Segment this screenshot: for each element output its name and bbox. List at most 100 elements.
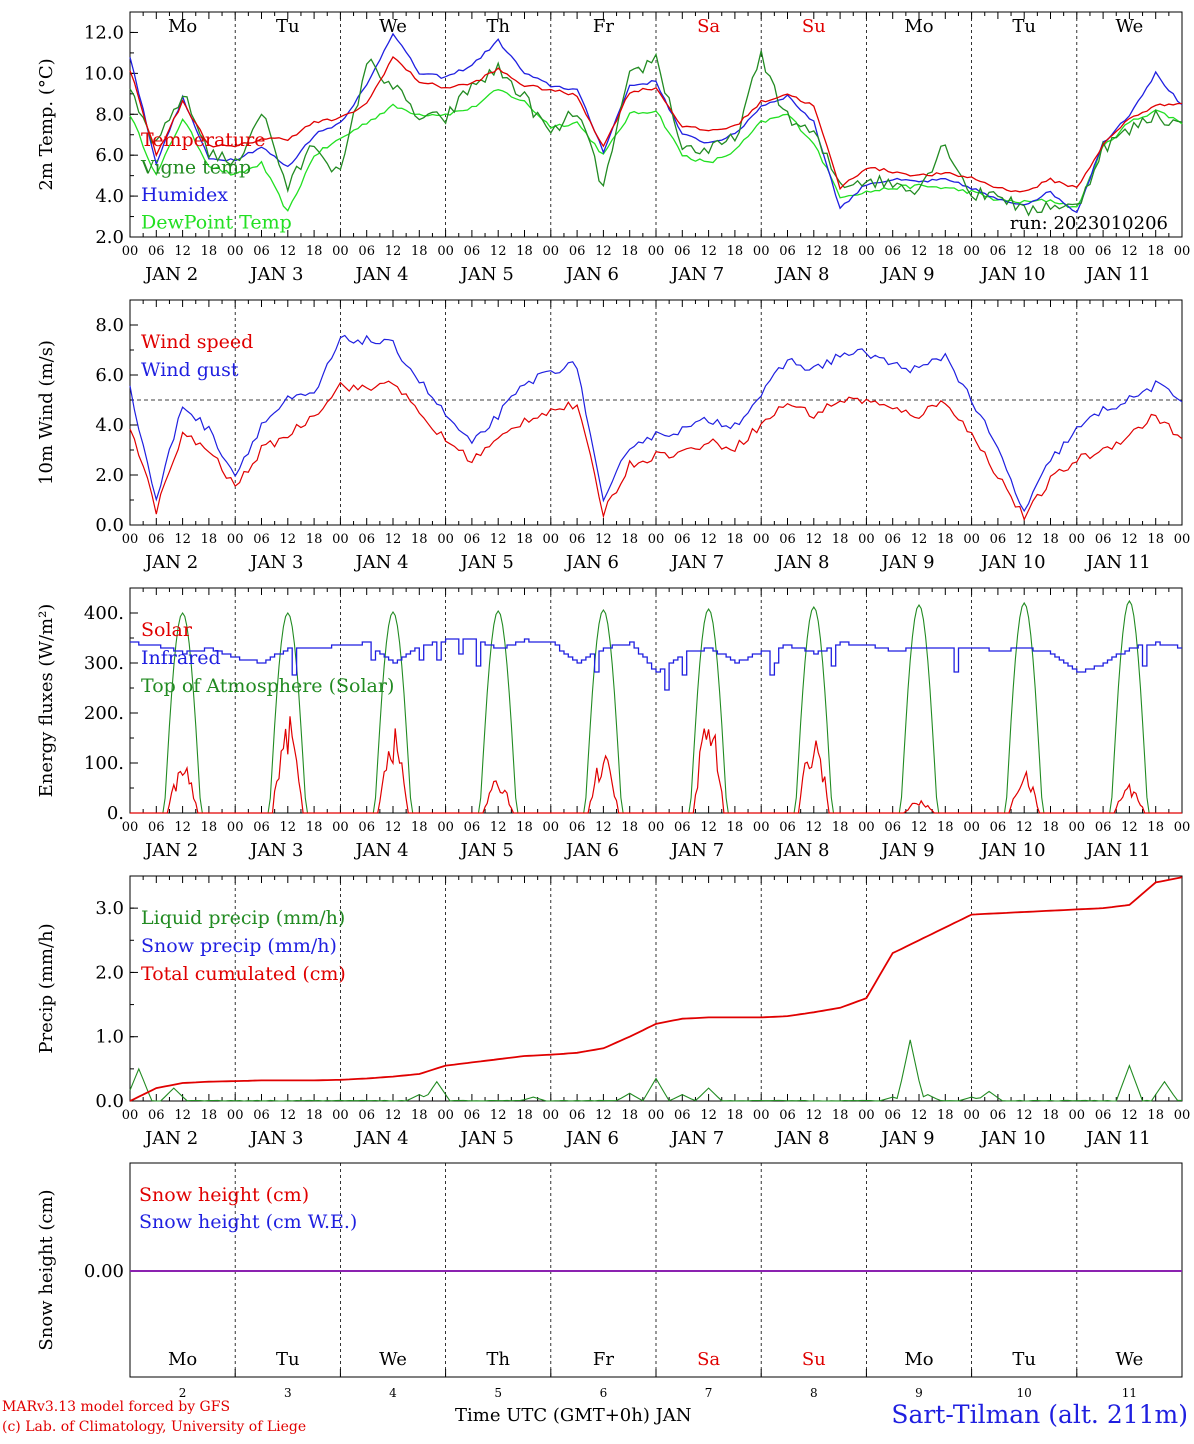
x-date-label: JAN 10 xyxy=(979,1128,1046,1149)
x-hour-label: 12 xyxy=(1016,244,1033,259)
x-hour-label: 18 xyxy=(201,244,218,259)
x-hour-label: 18 xyxy=(1042,532,1059,547)
y-tick-label: 12.0 xyxy=(84,22,124,43)
panel-1: 00 06 12 18 00 06 12 18 00 06 12 18 00 06 12 18 00 06 12 18… xyxy=(36,11,1191,285)
x-hour-label: 18 xyxy=(411,244,428,259)
x-hour-label: 18 xyxy=(516,244,533,259)
x-hour-label: 00 xyxy=(437,532,454,547)
x-date-label: JAN 11 xyxy=(1084,552,1151,573)
x-hour-label: 18 xyxy=(306,244,323,259)
x-date-label: JAN 10 xyxy=(979,840,1046,861)
x-hour-label: 12 xyxy=(385,532,402,547)
x-hour-label: 18 xyxy=(1147,244,1164,259)
x-hour-label: 06 xyxy=(884,532,901,547)
x-date-label: JAN 11 xyxy=(1084,840,1151,861)
weekday-label: Su xyxy=(802,1349,826,1370)
x-hour-label: 06 xyxy=(569,820,586,835)
x-hour-label: 00 xyxy=(963,1108,980,1123)
x-date-label: JAN 4 xyxy=(353,264,408,285)
weekday-label: Fr xyxy=(593,1349,614,1370)
x-date-label: JAN 8 xyxy=(774,840,829,861)
x-hour-label: 06 xyxy=(569,1108,586,1123)
y-tick-label: 8.0 xyxy=(95,104,124,125)
x-hour-label: 00 xyxy=(1174,1108,1191,1123)
series-line xyxy=(129,50,1183,217)
x-hour-label: 18 xyxy=(516,820,533,835)
x-hour-label: 06 xyxy=(779,244,796,259)
y-axis-label: Precip (mm/h) xyxy=(36,923,57,1053)
x-day-number: 3 xyxy=(284,1386,292,1400)
legend-entry: Liquid precip (mm/h) xyxy=(141,907,345,929)
x-hour-label: 18 xyxy=(727,244,744,259)
x-hour-label: 12 xyxy=(174,820,191,835)
x-hour-label: 00 xyxy=(122,244,139,259)
x-hour-label: 18 xyxy=(621,244,638,259)
legend-entry: Temperature xyxy=(141,129,265,151)
x-hour-label: 18 xyxy=(832,532,849,547)
x-hour-label: 00 xyxy=(437,820,454,835)
x-date-label: JAN 7 xyxy=(669,840,724,861)
x-hour-label: 00 xyxy=(753,1108,770,1123)
x-hour-label: 06 xyxy=(1095,532,1112,547)
x-hour-label: 00 xyxy=(227,1108,244,1123)
x-date-label: JAN 10 xyxy=(979,264,1046,285)
y-tick-label: 4.0 xyxy=(95,415,124,436)
x-date-label: JAN 8 xyxy=(774,1128,829,1149)
x-hour-label: 06 xyxy=(779,1108,796,1123)
x-hour-label: 06 xyxy=(253,820,270,835)
y-tick-label: 6.0 xyxy=(95,145,124,166)
weekday-label: Th xyxy=(486,16,510,37)
x-day-number: 2 xyxy=(179,1386,187,1400)
x-date-label: JAN 3 xyxy=(248,264,303,285)
x-hour-label: 06 xyxy=(674,532,691,547)
x-hour-label: 00 xyxy=(543,1108,560,1123)
x-hour-label: 12 xyxy=(1121,532,1138,547)
x-hour-label: 00 xyxy=(648,532,665,547)
x-date-label: JAN 6 xyxy=(564,1128,619,1149)
y-tick-label: 8.0 xyxy=(95,315,124,336)
x-date-label: JAN 3 xyxy=(248,840,303,861)
x-hour-label: 12 xyxy=(700,244,717,259)
x-hour-label: 06 xyxy=(1095,244,1112,259)
series-line-solar xyxy=(130,716,1182,814)
series-line xyxy=(129,32,1183,214)
weekday-label: Sa xyxy=(697,1349,720,1370)
x-hour-label: 18 xyxy=(201,820,218,835)
y-tick-label: 0.0 xyxy=(95,515,124,536)
x-hour-label: 00 xyxy=(648,244,665,259)
x-date-label: JAN 2 xyxy=(143,840,198,861)
credit-line-1: MARv3.13 model forced by GFS xyxy=(2,1399,231,1415)
x-hour-label: 06 xyxy=(779,532,796,547)
x-hour-label: 00 xyxy=(332,532,349,547)
x-hour-label: 00 xyxy=(1174,244,1191,259)
legend-entry: Snow height (cm) xyxy=(139,1184,309,1206)
weekday-label: We xyxy=(1116,1349,1144,1370)
x-hour-label: 12 xyxy=(174,1108,191,1123)
x-hour-label: 18 xyxy=(621,1108,638,1123)
legend-entry: Humidex xyxy=(141,184,228,206)
y-tick-label: 2.0 xyxy=(95,227,124,248)
series-line-infrared xyxy=(130,638,1182,691)
x-date-label: JAN 9 xyxy=(879,1128,934,1149)
x-hour-label: 00 xyxy=(1069,820,1086,835)
legend-entry: Wind speed xyxy=(141,331,253,353)
x-hour-label: 00 xyxy=(227,532,244,547)
y-tick-label: 2.0 xyxy=(95,465,124,486)
y-tick-label: 4.0 xyxy=(95,186,124,207)
x-hour-label: 06 xyxy=(464,820,481,835)
x-date-label: JAN 8 xyxy=(774,552,829,573)
x-hour-label: 12 xyxy=(700,532,717,547)
x-hour-label: 06 xyxy=(148,244,165,259)
x-hour-label: 06 xyxy=(253,244,270,259)
x-hour-label: 06 xyxy=(779,820,796,835)
x-hour-label: 12 xyxy=(280,244,297,259)
x-hour-label: 12 xyxy=(1121,820,1138,835)
x-hour-label: 00 xyxy=(753,244,770,259)
weekday-label: We xyxy=(379,1349,407,1370)
x-hour-label: 12 xyxy=(490,820,507,835)
x-hour-label: 18 xyxy=(411,820,428,835)
x-hour-label: 06 xyxy=(358,244,375,259)
y-tick-label: 3.0 xyxy=(95,898,124,919)
x-hour-label: 12 xyxy=(911,532,928,547)
